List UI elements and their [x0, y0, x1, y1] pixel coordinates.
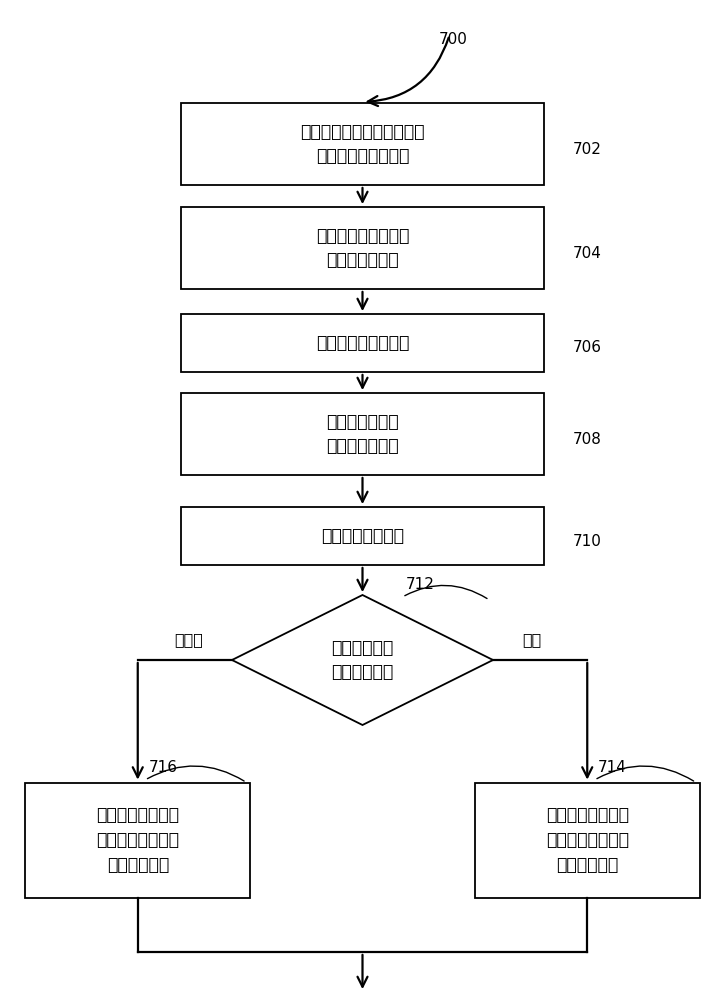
Text: 708: 708 — [573, 432, 602, 446]
Text: 712: 712 — [406, 577, 435, 592]
Text: 716: 716 — [149, 760, 178, 775]
Text: 704: 704 — [573, 245, 602, 260]
FancyBboxPatch shape — [181, 314, 544, 372]
Text: 定位虚拟分接负载点: 定位虚拟分接负载点 — [316, 334, 409, 352]
Text: 计算补偿负载电流: 计算补偿负载电流 — [321, 527, 404, 545]
Text: 使用负序分量计算
从虚拟分接负载点
到故障的距离: 使用负序分量计算 从虚拟分接负载点 到故障的距离 — [96, 806, 179, 874]
Text: 710: 710 — [573, 534, 602, 548]
FancyBboxPatch shape — [475, 782, 700, 898]
Text: 计算电压和电流相量
的等效序列分量: 计算电压和电流相量 的等效序列分量 — [316, 227, 409, 269]
Text: 700: 700 — [439, 32, 468, 47]
Text: 706: 706 — [573, 340, 602, 356]
FancyBboxPatch shape — [181, 207, 544, 289]
Text: 非对称: 非对称 — [174, 632, 203, 648]
FancyBboxPatch shape — [181, 103, 544, 185]
Polygon shape — [232, 595, 493, 725]
Text: 在故障之前和故障期间标识
同步电压和电流相量: 在故障之前和故障期间标识 同步电压和电流相量 — [300, 122, 425, 165]
Text: 使用正序分量计算
从虚拟分接负载点
到故障的距离: 使用正序分量计算 从虚拟分接负载点 到故障的距离 — [546, 806, 629, 874]
Text: 对称故障还是
非对称故障？: 对称故障还是 非对称故障？ — [331, 639, 394, 682]
FancyBboxPatch shape — [181, 507, 544, 565]
Text: 702: 702 — [573, 141, 602, 156]
FancyBboxPatch shape — [25, 782, 250, 898]
Text: 对称: 对称 — [522, 632, 542, 648]
Text: 计算在虚拟分接
负载点处的电压: 计算在虚拟分接 负载点处的电压 — [326, 412, 399, 456]
FancyBboxPatch shape — [181, 393, 544, 475]
Text: 714: 714 — [598, 760, 627, 775]
